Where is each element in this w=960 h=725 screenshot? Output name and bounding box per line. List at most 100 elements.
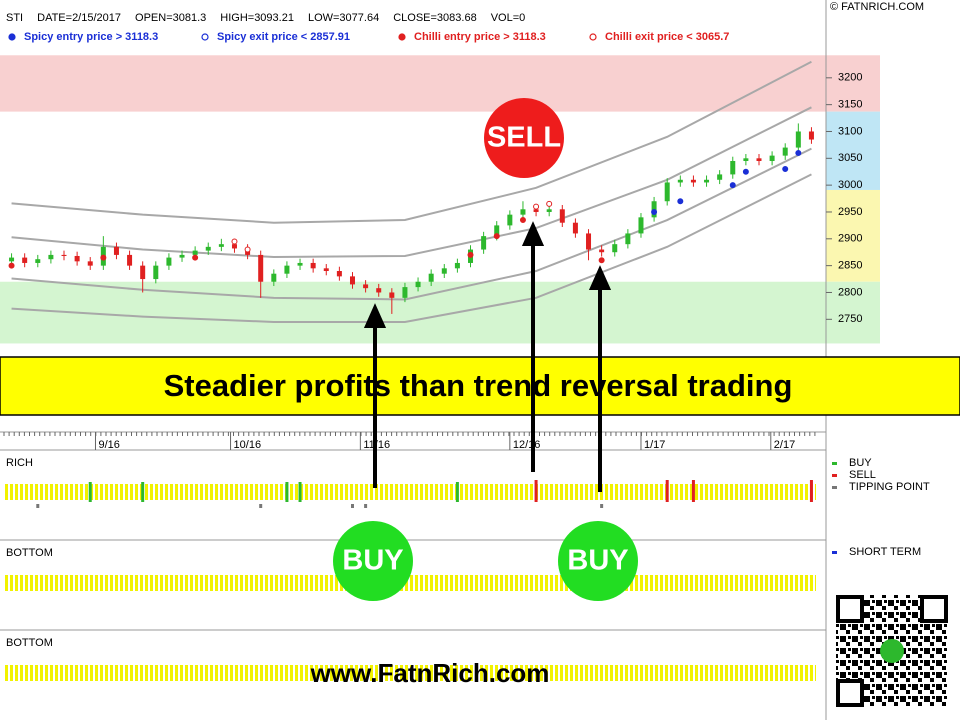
- candle-body: [612, 244, 618, 253]
- rich-buy: [285, 482, 289, 502]
- candle-body: [389, 292, 395, 298]
- legend-marker: [201, 33, 209, 41]
- x-tick-label: 2/17: [774, 439, 795, 451]
- y-tick-label: 2900: [838, 233, 862, 245]
- buy-badge: [558, 521, 638, 601]
- candle-body: [507, 214, 513, 226]
- signal-dot: [533, 203, 540, 210]
- channel-line: [11, 147, 812, 301]
- rich-sell: [665, 480, 669, 502]
- panel-title: BOTTOM: [6, 637, 53, 649]
- candle-body: [74, 255, 80, 262]
- signal-dot: [677, 198, 684, 205]
- legend-marker: [589, 33, 597, 41]
- candle-body: [48, 254, 54, 260]
- rich-buy: [141, 482, 145, 502]
- candle-body: [336, 271, 342, 277]
- candle-body: [782, 147, 788, 156]
- candle-body: [271, 273, 277, 282]
- rich-sell: [691, 480, 695, 502]
- candle-body: [690, 179, 696, 183]
- header-item: VOL=0: [491, 12, 526, 24]
- zone: [0, 55, 880, 112]
- legend-swatch: [832, 551, 837, 554]
- zone: [826, 111, 880, 190]
- rich-tipping: [350, 504, 354, 508]
- signal-dot: [546, 200, 553, 207]
- signal-dot: [795, 149, 802, 156]
- rich-tipping: [36, 504, 40, 508]
- signal-dot: [519, 217, 526, 224]
- candle-body: [454, 262, 460, 269]
- legend-label: Chilli exit price < 3065.7: [605, 31, 729, 43]
- candle-body: [258, 254, 264, 282]
- candle-body: [546, 209, 552, 212]
- copyright: © FATNRICH.COM: [830, 1, 924, 13]
- header-item: DATE=2/15/2017: [37, 12, 121, 24]
- rich-tipping: [364, 504, 368, 508]
- y-tick-label: 3100: [838, 125, 862, 137]
- x-tick-label: 10/16: [234, 439, 262, 451]
- candle-body: [153, 265, 159, 280]
- y-tick-label: 2950: [838, 206, 862, 218]
- candle-body: [218, 244, 224, 247]
- candle-body: [599, 249, 605, 253]
- y-tick-label: 3200: [838, 72, 862, 84]
- candle-body: [127, 254, 133, 266]
- channel-line: [11, 173, 812, 323]
- signal-dot: [100, 254, 107, 261]
- channel-line: [11, 60, 812, 224]
- buy-badge: [333, 521, 413, 601]
- header-item: LOW=3077.64: [308, 12, 379, 24]
- candle-body: [363, 284, 369, 289]
- candle-body: [730, 160, 736, 175]
- banner-text: Steadier profits than trend reversal tra…: [164, 368, 793, 403]
- signal-dot: [244, 246, 251, 253]
- signal-dot: [782, 166, 789, 173]
- candle-body: [808, 131, 814, 140]
- legend-marker: [8, 33, 16, 41]
- signal-dot: [8, 262, 15, 269]
- header-item: HIGH=3093.21: [220, 12, 294, 24]
- legend-swatch: [832, 462, 837, 465]
- y-tick-label: 3000: [838, 179, 862, 191]
- candle-body: [297, 262, 303, 266]
- signal-dot: [651, 208, 658, 215]
- candle-body: [717, 174, 723, 180]
- rich-buy: [455, 482, 459, 502]
- candle-body: [192, 250, 198, 255]
- x-tick-label: 9/16: [98, 439, 119, 451]
- candle-body: [140, 265, 146, 280]
- legend-label: Spicy exit price < 2857.91: [217, 31, 350, 43]
- candle-body: [205, 246, 211, 251]
- candle-body: [704, 179, 710, 183]
- candle-body: [113, 246, 119, 255]
- candle-body: [61, 254, 67, 256]
- sell-label: SELL: [487, 122, 561, 154]
- candle-body: [9, 257, 15, 262]
- legend-label: SHORT TERM: [849, 546, 921, 558]
- legend-label: Spicy entry price > 3118.3: [24, 31, 158, 43]
- rich-buy: [298, 482, 302, 502]
- buy-label: BUY: [567, 545, 628, 577]
- candle-body: [756, 158, 762, 161]
- indicator-bar: [4, 665, 816, 681]
- legend-label: Chilli entry price > 3118.3: [414, 31, 546, 43]
- candle-body: [559, 209, 565, 223]
- candle-body: [520, 209, 526, 215]
- candle-body: [441, 268, 447, 274]
- candle-body: [533, 209, 539, 212]
- url: www.FatnRich.com: [310, 658, 550, 688]
- candle-body: [769, 155, 775, 161]
- candle-body: [87, 261, 93, 266]
- candle-body: [166, 257, 172, 266]
- panel-title: BOTTOM: [6, 547, 53, 559]
- candle-body: [415, 281, 421, 288]
- legend-swatch: [832, 474, 837, 477]
- legend-label: TIPPING POINT: [849, 481, 930, 493]
- candle-body: [428, 273, 434, 282]
- indicator-bar: [4, 484, 816, 500]
- signal-dot: [467, 251, 474, 258]
- candle-body: [586, 233, 592, 250]
- candle-body: [310, 262, 316, 269]
